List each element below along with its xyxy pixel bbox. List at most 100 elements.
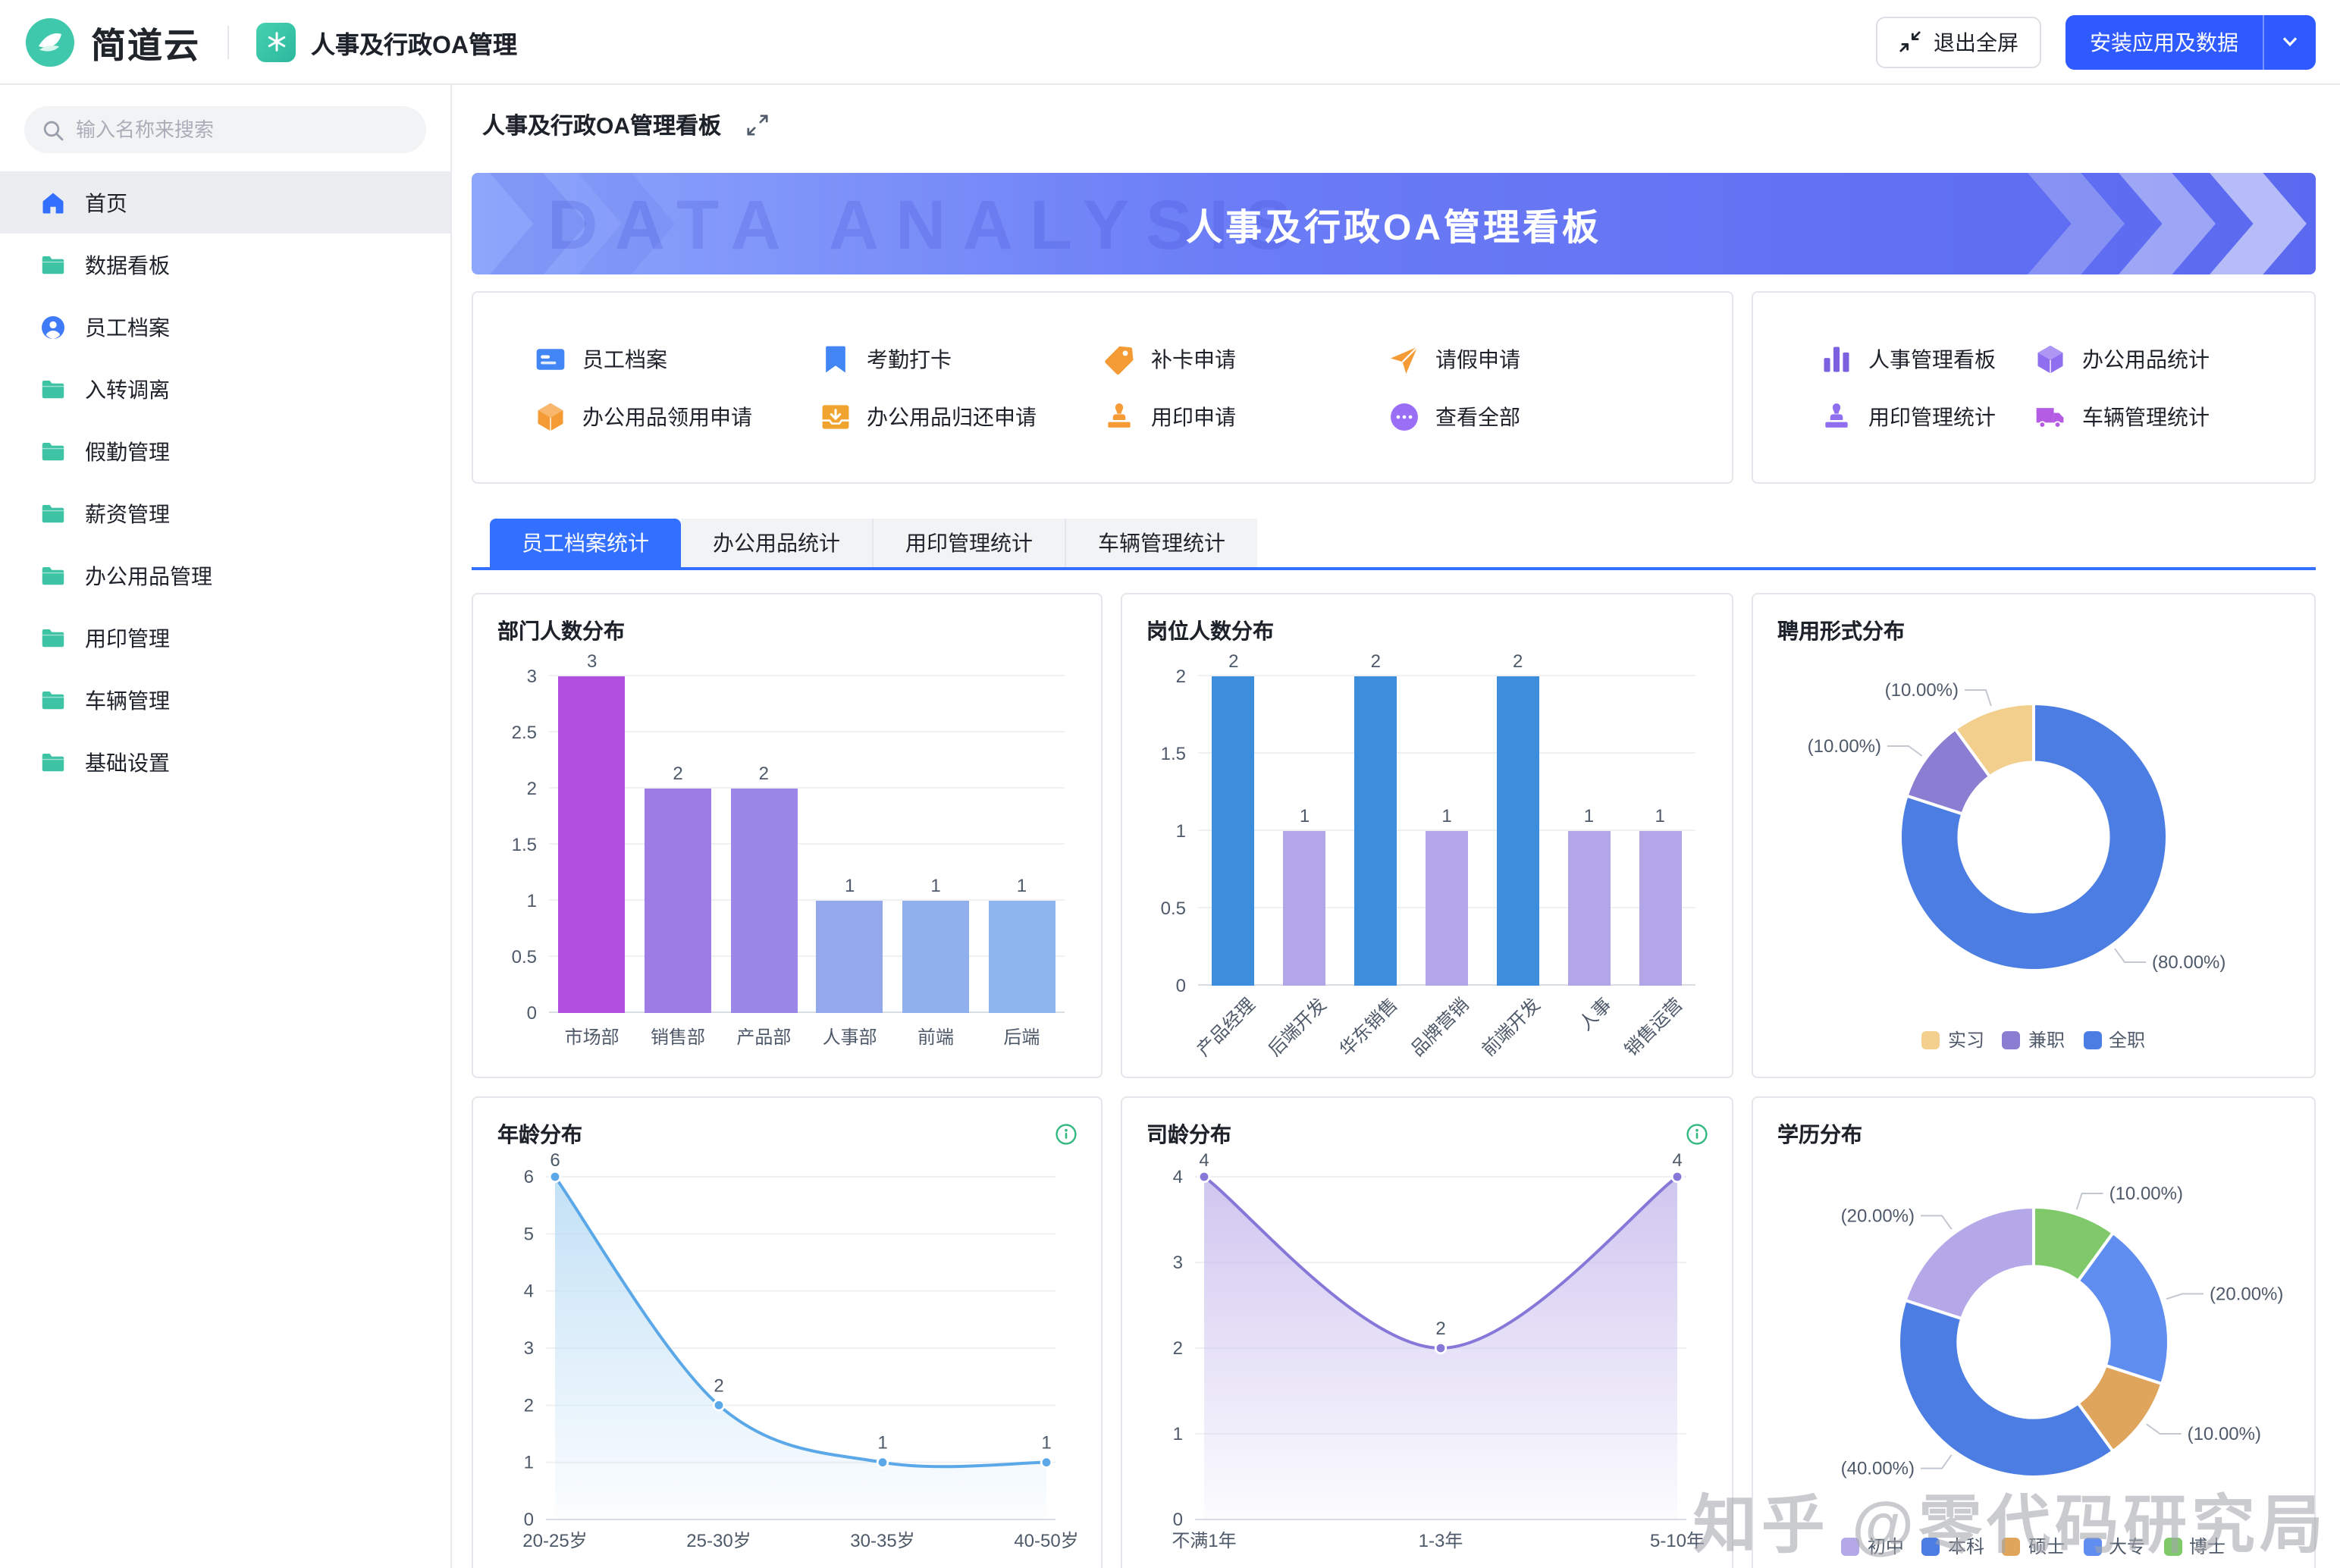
stats-link-2[interactable]: 用印管理统计 [1820,400,2034,433]
chart-card-0: 部门人数分布 0 0.5 1 1.5 2 2.5 3 3 市场部 2 销售部 2 产品部 1 人事部 1 前端 1 后… [472,593,1103,1078]
sidebar-item-0[interactable]: 首页 [0,171,450,234]
svg-text:(10.00%): (10.00%) [2109,1184,2183,1204]
svg-text:2: 2 [714,1375,723,1396]
tabs: 员工档案统计 办公用品统计 用印管理统计 车辆管理统计 [490,519,2316,567]
info-icon[interactable] [1686,1124,1708,1145]
sidebar-item-label: 首页 [85,190,127,215]
quick-link-1[interactable]: 考勤打卡 [818,342,1103,375]
legend-swatch [2002,1030,2021,1049]
sidebar-item-9[interactable]: 基础设置 [0,731,450,793]
sidebar-item-4[interactable]: 假勤管理 [0,420,450,482]
tab-0[interactable]: 员工档案统计 [490,519,681,567]
donut-chart: (20.00%) (40.00%) (10.00%) (20.00%) (10.00%) [1777,1149,2290,1523]
charts-grid: 部门人数分布 0 0.5 1 1.5 2 2.5 3 3 市场部 2 销售部 2 产品部 1 人事部 1 前端 1 后… [472,593,2316,1568]
y-axis-tick: 0 [1175,975,1186,996]
tab-1[interactable]: 办公用品统计 [681,519,874,567]
quick-link-label: 办公用品领用申请 [582,404,752,428]
y-axis-tick: 2.5 [511,722,537,743]
quick-link-label: 人事管理看板 [1868,347,1996,371]
chevron-decoration [2119,173,2216,274]
install-app-button[interactable]: 安装应用及数据 [2066,14,2316,69]
legend-item[interactable]: 兼职 [2002,1027,2065,1052]
stats-link-3[interactable]: 车辆管理统计 [2034,400,2247,433]
legend-item[interactable]: 本科 [1921,1533,1984,1559]
exit-fullscreen-button[interactable]: 退出全屏 [1876,16,2041,67]
y-axis-tick: 2 [526,778,537,800]
legend-swatch [1841,1537,1860,1555]
sidebar-search[interactable] [24,106,426,153]
svg-text:6: 6 [550,1150,560,1171]
bar [816,901,883,1013]
bar-column: 1 人事 [1554,676,1625,1035]
sidebar-item-5[interactable]: 薪资管理 [0,482,450,544]
tab-3[interactable]: 车辆管理统计 [1066,519,1257,567]
donut-chart: (10.00%) (10.00%) (80.00%) [1777,646,2290,1016]
stats-link-1[interactable]: 办公用品统计 [2034,342,2247,375]
svg-text:4: 4 [1173,1167,1183,1187]
quick-link-4[interactable]: 办公用品领用申请 [534,400,818,433]
legend-item[interactable]: 大专 [2083,1533,2145,1559]
svg-text:(80.00%): (80.00%) [2152,952,2226,973]
sidebar-item-label: 基础设置 [85,750,170,774]
svg-text:1: 1 [1173,1424,1183,1444]
sidebar-item-6[interactable]: 办公用品管理 [0,544,450,607]
sidebar-item-label: 假勤管理 [85,439,170,463]
y-axis-tick: 0 [526,1002,537,1024]
x-axis-label: 后端开发 [1264,993,1332,1061]
gridline [549,1011,1065,1013]
sidebar-item-7[interactable]: 用印管理 [0,607,450,669]
folder-icon [39,500,67,527]
legend-item[interactable]: 硕士 [2002,1533,2065,1559]
legend-label: 本科 [1947,1536,1984,1557]
legend-item[interactable]: 全职 [2083,1027,2145,1052]
sidebar-item-3[interactable]: 入转调离 [0,358,450,420]
banner-watermark-text: DATA ANALYSIS [547,184,1309,263]
legend-item[interactable]: 博士 [2163,1533,2226,1559]
sidebar-item-label: 用印管理 [85,626,170,650]
search-icon [42,119,64,140]
chart-title: 学历分布 [1777,1122,1862,1146]
chart-body: 0 0.5 1 1.5 2 2.5 3 3 市场部 2 销售部 2 产品部 1 人事部 1 前端 1 后端 [497,646,1077,1055]
sidebar-item-1[interactable]: 数据看板 [0,234,450,296]
sidebar-item-8[interactable]: 车辆管理 [0,669,450,731]
sidebar-item-2[interactable]: 员工档案 [0,296,450,358]
y-axis-tick: 0.5 [511,946,537,968]
quick-link-0[interactable]: 员工档案 [534,342,818,375]
bar-column: 2 销售部 [635,676,720,1048]
logo-text: 简道云 [91,25,200,64]
svg-text:1-3年: 1-3年 [1419,1531,1463,1551]
bar-value-label: 1 [1016,875,1027,897]
svg-text:4: 4 [524,1281,534,1302]
quick-link-2[interactable]: 补卡申请 [1103,342,1387,375]
gridline [549,955,1065,958]
svg-text:4: 4 [1672,1150,1682,1171]
bar-value-label: 1 [1583,805,1595,826]
search-input[interactable] [76,118,408,141]
chevron-down-icon[interactable] [2264,14,2316,69]
legend-item[interactable]: 初中 [1841,1533,1904,1559]
divider [2263,14,2264,69]
donut-chart-svg: (10.00%) (10.00%) (80.00%) [1808,680,2226,973]
quick-link-3[interactable]: 请假申请 [1387,342,1671,375]
quick-link-5[interactable]: 办公用品归还申请 [818,400,1103,433]
quick-link-label: 用印申请 [1151,404,1236,428]
x-axis-label: 人事部 [822,1027,877,1048]
svg-text:(40.00%): (40.00%) [1841,1459,1915,1479]
legend-item[interactable]: 实习 [1921,1027,1984,1052]
y-axis-tick: 2 [1175,666,1186,687]
stats-link-0[interactable]: 人事管理看板 [1820,342,2034,375]
quick-link-7[interactable]: 查看全部 [1387,400,1671,433]
svg-text:1: 1 [1041,1433,1051,1454]
sidebar-item-label: 办公用品管理 [85,563,212,588]
fullscreen-icon[interactable] [745,113,768,136]
quick-link-6[interactable]: 用印申请 [1103,400,1387,433]
main-layout: 首页数据看板员工档案入转调离假勤管理薪资管理办公用品管理用印管理车辆管理基础设置… [0,85,2340,1568]
x-axis-label: 品牌营销 [1406,993,1473,1061]
legend-swatch [2083,1537,2101,1555]
info-icon[interactable] [1056,1124,1077,1145]
svg-text:(20.00%): (20.00%) [1841,1206,1915,1226]
tab-2[interactable]: 用印管理统计 [874,519,1066,567]
top-bar-actions: 退出全屏 安装应用及数据 [1876,14,2316,69]
send-icon [1387,342,1420,375]
legend-label: 兼职 [2028,1030,2065,1051]
